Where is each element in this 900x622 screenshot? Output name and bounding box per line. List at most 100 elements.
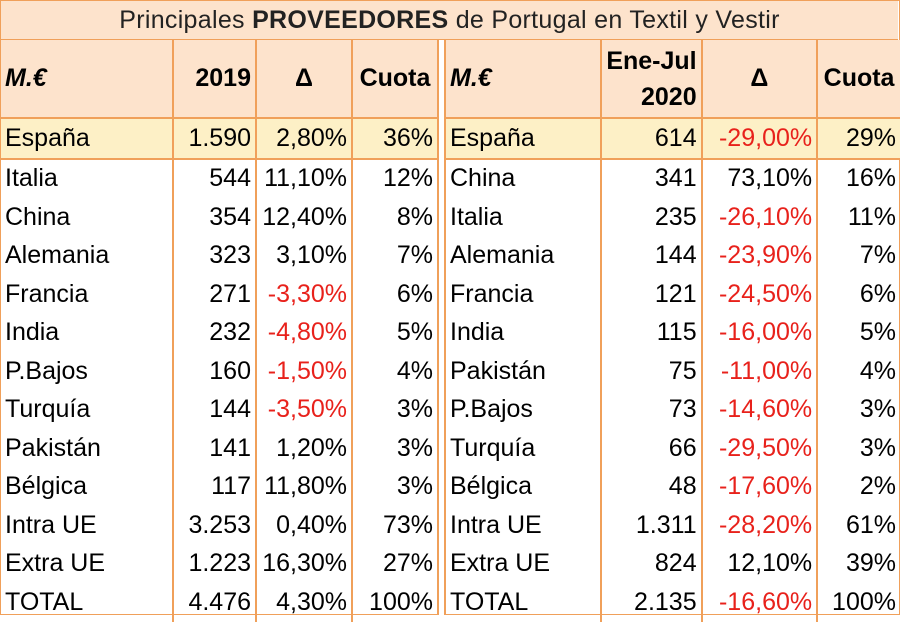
value-cell: 75 bbox=[601, 352, 703, 391]
table-row: India 232 -4,80% 5% bbox=[1, 313, 437, 352]
share-cell: 29% bbox=[817, 118, 900, 160]
value-cell: 544 bbox=[173, 158, 257, 198]
table-row: Bélgica 48 -17,60% 2% bbox=[446, 467, 900, 506]
country-name: Turquía bbox=[1, 390, 174, 429]
title-post: de Portugal en Textil y Vestir bbox=[448, 6, 780, 34]
value-cell: 121 bbox=[601, 275, 703, 314]
value-cell: 824 bbox=[601, 544, 703, 583]
share-cell: 3% bbox=[396, 472, 433, 501]
value-cell: 2.135 bbox=[601, 583, 703, 622]
delta-cell: -16,00% bbox=[701, 313, 819, 352]
table-row: Francia 121 -24,50% 6% bbox=[446, 275, 900, 314]
value-cell: 144 bbox=[601, 236, 703, 275]
column-separator bbox=[437, 40, 446, 615]
table-row: Alemania 144 -23,90% 7% bbox=[446, 236, 900, 275]
value-cell: 141 bbox=[173, 429, 257, 468]
table-row: España 1.590 2,80% 36% bbox=[1, 118, 437, 160]
delta-cell: -17,60% bbox=[701, 467, 819, 506]
table-2019: M.€ 2019 Δ Cuota España 1.590 2,80% 36% Ital… bbox=[1, 40, 437, 622]
delta-cell: -16,60% bbox=[701, 583, 819, 622]
table-row: P.Bajos 73 -14,60% 3% bbox=[446, 390, 900, 429]
share-cell: 12% bbox=[382, 164, 433, 193]
country-name: China bbox=[446, 158, 603, 198]
header-label: M.€ bbox=[1, 40, 174, 119]
share-cell: 100% bbox=[369, 587, 433, 616]
delta-cell: -26,10% bbox=[701, 198, 819, 237]
title-pre: Principales bbox=[119, 6, 253, 34]
share-cell: 4% bbox=[859, 356, 896, 385]
header-delta: Δ bbox=[256, 40, 353, 119]
country-name: P.Bajos bbox=[446, 390, 603, 429]
country-name: Pakistán bbox=[446, 352, 603, 391]
delta-cell: 12,40% bbox=[256, 198, 353, 237]
share-cell: 6% bbox=[859, 279, 896, 308]
delta-cell: -29,00% bbox=[701, 118, 819, 160]
delta-cell: -24,50% bbox=[701, 275, 819, 314]
share-cell: 7% bbox=[859, 241, 896, 270]
share-cell: 36% bbox=[352, 118, 437, 160]
value-cell: 117 bbox=[173, 467, 257, 506]
country-name: India bbox=[446, 313, 603, 352]
country-name: Intra UE bbox=[1, 506, 174, 545]
table-row: Extra UE 1.223 16,30% 27% bbox=[1, 544, 437, 583]
table-row: TOTAL 2.135 -16,60% 100% bbox=[446, 583, 900, 622]
delta-cell: -3,30% bbox=[256, 275, 353, 314]
share-cell: 27% bbox=[382, 549, 433, 578]
country-name: P.Bajos bbox=[1, 352, 174, 391]
value-cell: 1.311 bbox=[601, 506, 703, 545]
delta-cell: 16,30% bbox=[256, 544, 353, 583]
share-cell: 4% bbox=[396, 356, 433, 385]
country-name: Intra UE bbox=[446, 506, 603, 545]
header-share: Cuota bbox=[352, 40, 437, 119]
delta-cell: 3,10% bbox=[256, 236, 353, 275]
country-name: India bbox=[1, 313, 174, 352]
value-cell: 3.253 bbox=[173, 506, 257, 545]
delta-cell: -29,50% bbox=[701, 429, 819, 468]
delta-cell: 11,10% bbox=[256, 158, 353, 198]
delta-cell: 2,80% bbox=[256, 118, 353, 160]
share-cell: 6% bbox=[396, 279, 433, 308]
table-row: Bélgica 117 11,80% 3% bbox=[1, 467, 437, 506]
share-cell: 3% bbox=[859, 395, 896, 424]
delta-cell: -4,80% bbox=[256, 313, 353, 352]
country-name: Bélgica bbox=[1, 467, 174, 506]
delta-cell: 12,10% bbox=[701, 544, 819, 583]
table-row: Extra UE 824 12,10% 39% bbox=[446, 544, 900, 583]
title-bold: PROVEEDORES bbox=[252, 6, 449, 34]
header-row: M.€ Ene-Jul 2020 Δ Cuota bbox=[446, 40, 900, 119]
delta-cell: 4,30% bbox=[256, 583, 353, 622]
header-year-line2: 2020 bbox=[640, 82, 697, 111]
value-cell: 232 bbox=[173, 313, 257, 352]
country-name: China bbox=[1, 198, 174, 237]
value-cell: 66 bbox=[601, 429, 703, 468]
table-row: Intra UE 3.253 0,40% 73% bbox=[1, 506, 437, 545]
delta-cell: -1,50% bbox=[256, 352, 353, 391]
country-name: Extra UE bbox=[1, 544, 174, 583]
share-cell: 5% bbox=[859, 318, 896, 347]
value-cell: 48 bbox=[601, 467, 703, 506]
share-cell: 61% bbox=[845, 510, 896, 539]
delta-cell: -14,60% bbox=[701, 390, 819, 429]
country-name: España bbox=[446, 118, 603, 160]
value-cell: 1.590 bbox=[173, 118, 257, 160]
delta-cell: 73,10% bbox=[701, 158, 819, 198]
country-name: Extra UE bbox=[446, 544, 603, 583]
value-cell: 354 bbox=[173, 198, 257, 237]
country-name: Francia bbox=[446, 275, 603, 314]
table-row: Alemania 323 3,10% 7% bbox=[1, 236, 437, 275]
share-cell: 3% bbox=[859, 433, 896, 462]
table-row: Italia 235 -26,10% 11% bbox=[446, 198, 900, 237]
table-row: Francia 271 -3,30% 6% bbox=[1, 275, 437, 314]
value-cell: 1.223 bbox=[173, 544, 257, 583]
value-cell: 235 bbox=[601, 198, 703, 237]
share-cell: 11% bbox=[847, 202, 896, 231]
country-name: Alemania bbox=[1, 236, 174, 275]
share-cell: 73% bbox=[382, 510, 433, 539]
country-name: TOTAL bbox=[446, 583, 603, 622]
value-cell: 144 bbox=[173, 390, 257, 429]
delta-cell: -28,20% bbox=[701, 506, 819, 545]
share-cell: 16% bbox=[845, 164, 896, 193]
value-cell: 614 bbox=[601, 118, 703, 160]
table-row: P.Bajos 160 -1,50% 4% bbox=[1, 352, 437, 391]
delta-cell: 11,80% bbox=[256, 467, 353, 506]
